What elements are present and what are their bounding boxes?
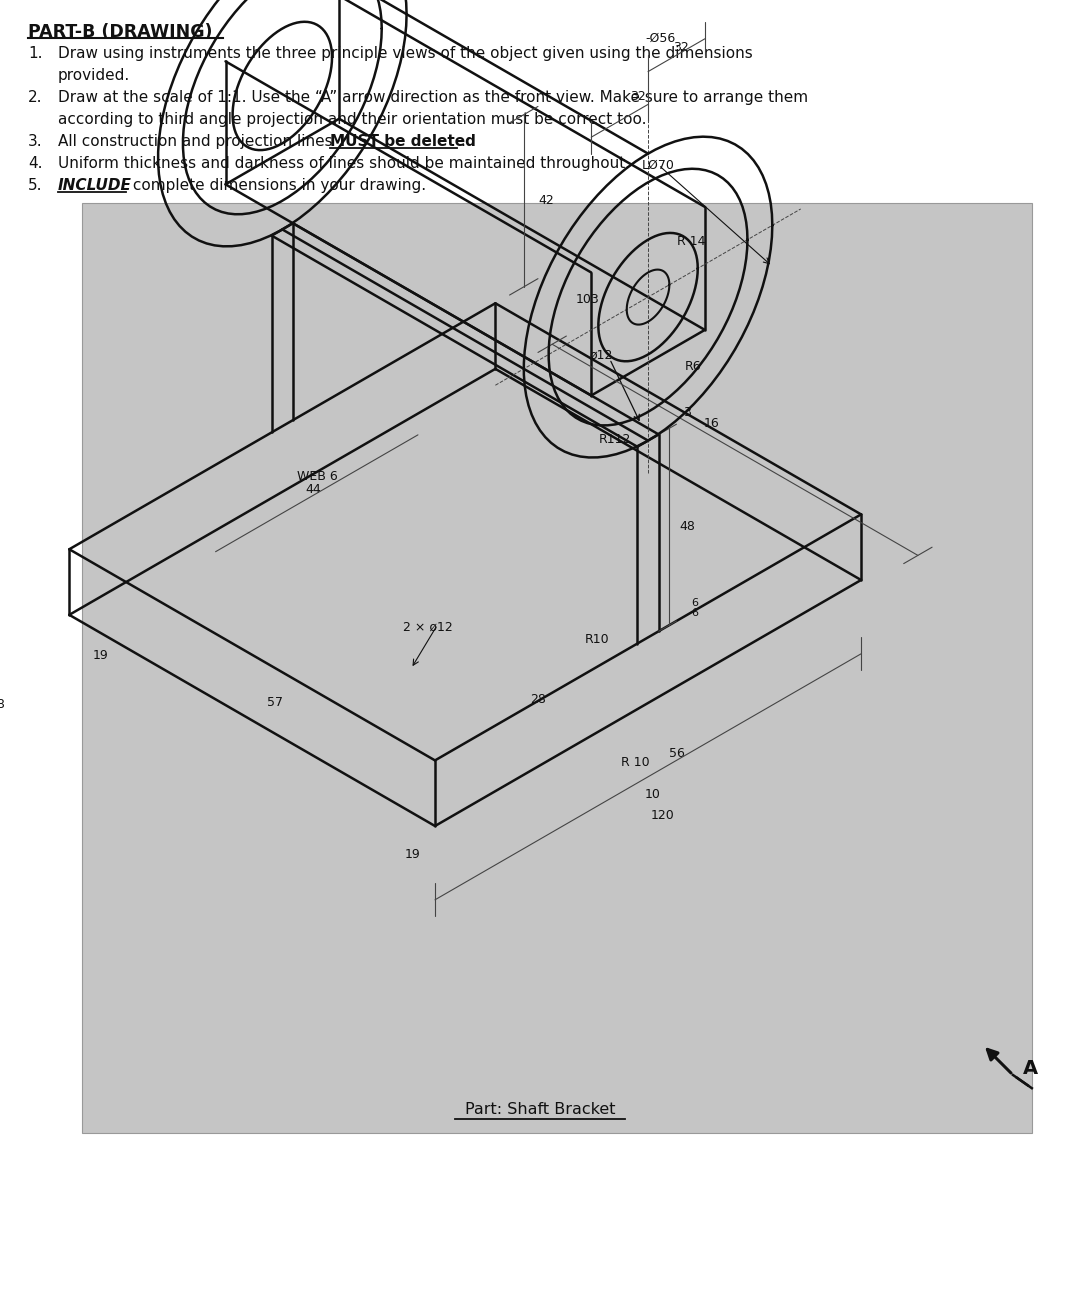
Text: 57: 57 bbox=[267, 696, 283, 709]
Text: according to third angle projection and their orientation must be correct too.: according to third angle projection and … bbox=[58, 112, 647, 127]
Text: 32: 32 bbox=[630, 90, 646, 103]
Text: 3: 3 bbox=[684, 406, 691, 419]
Text: 5.: 5. bbox=[28, 178, 42, 193]
Text: 2 × ø12: 2 × ø12 bbox=[403, 621, 453, 634]
Text: 42: 42 bbox=[538, 194, 554, 207]
Text: PART-B (DRAWING): PART-B (DRAWING) bbox=[28, 23, 213, 42]
Text: R6: R6 bbox=[685, 360, 701, 373]
Text: 103: 103 bbox=[576, 293, 599, 306]
Text: 56: 56 bbox=[670, 747, 686, 760]
Text: Draw using instruments the three principle views of the object given using the d: Draw using instruments the three princip… bbox=[58, 46, 753, 61]
Bar bbox=[82, 203, 1032, 1133]
Text: 2.: 2. bbox=[28, 90, 42, 105]
Text: 44: 44 bbox=[305, 483, 321, 496]
Text: A: A bbox=[1023, 1059, 1038, 1077]
Text: All construction and projection lines: All construction and projection lines bbox=[58, 134, 337, 150]
Text: 120: 120 bbox=[651, 809, 675, 822]
Text: .: . bbox=[460, 134, 464, 150]
Text: LØ70: LØ70 bbox=[642, 159, 675, 172]
Text: R112: R112 bbox=[599, 433, 632, 446]
Text: 6: 6 bbox=[691, 608, 698, 618]
Text: Draw at the scale of 1:1. Use the “A” arrow direction as the front view. Make su: Draw at the scale of 1:1. Use the “A” ar… bbox=[58, 90, 808, 105]
Text: 32: 32 bbox=[674, 40, 689, 53]
Text: 10: 10 bbox=[645, 788, 661, 801]
Text: 38: 38 bbox=[0, 699, 5, 712]
Text: 19: 19 bbox=[405, 848, 421, 861]
Text: Part: Shaft Bracket: Part: Shaft Bracket bbox=[464, 1102, 616, 1116]
Text: 4.: 4. bbox=[28, 156, 42, 170]
Text: ø12: ø12 bbox=[590, 349, 613, 362]
Text: 16: 16 bbox=[704, 416, 719, 429]
Text: -Ø56: -Ø56 bbox=[646, 31, 676, 44]
Text: Uniform thickness and darkness of lines should be maintained throughout.: Uniform thickness and darkness of lines … bbox=[58, 156, 630, 170]
Text: 6: 6 bbox=[691, 597, 698, 608]
Text: R 14: R 14 bbox=[677, 235, 706, 248]
Text: complete dimensions in your drawing.: complete dimensions in your drawing. bbox=[129, 178, 427, 193]
Text: MUST be deleted: MUST be deleted bbox=[330, 134, 476, 150]
Text: provided.: provided. bbox=[58, 68, 131, 83]
Text: 1.: 1. bbox=[28, 46, 42, 61]
Text: 3.: 3. bbox=[28, 134, 42, 150]
Text: WEB 6: WEB 6 bbox=[297, 470, 338, 483]
Text: 19: 19 bbox=[93, 649, 108, 662]
Text: 48: 48 bbox=[679, 520, 696, 533]
Text: 28: 28 bbox=[530, 693, 546, 706]
Text: R10: R10 bbox=[584, 632, 609, 645]
Text: INCLUDE: INCLUDE bbox=[58, 178, 132, 193]
Text: R 10: R 10 bbox=[621, 756, 649, 769]
